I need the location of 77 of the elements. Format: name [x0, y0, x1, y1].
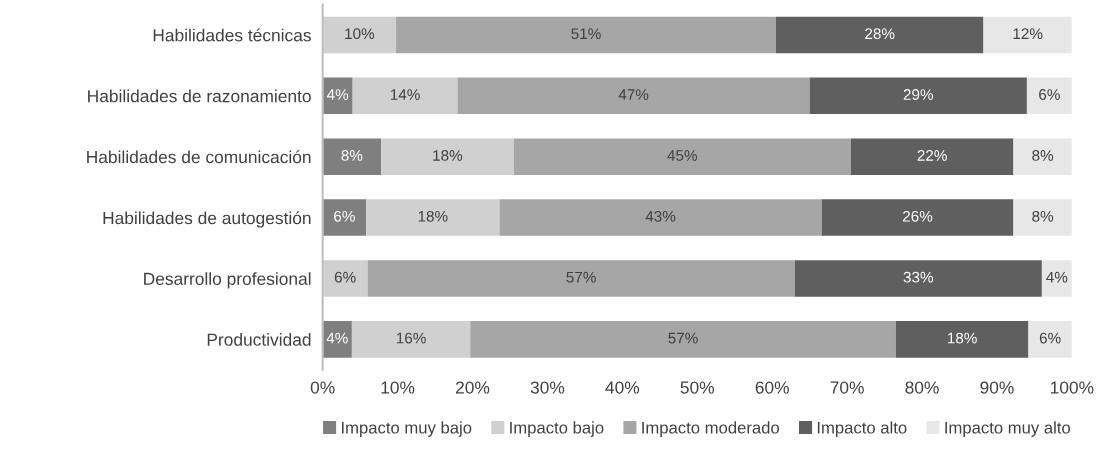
- x-tick-label: 20%: [456, 381, 490, 394]
- data-label: 45%: [667, 150, 698, 161]
- data-label: 28%: [865, 28, 895, 40]
- x-tick-label: 50%: [680, 381, 715, 394]
- data-label: 16%: [396, 332, 426, 344]
- data-label: 6%: [1039, 89, 1060, 100]
- data-label: 22%: [917, 150, 947, 161]
- bar: [396, 16, 776, 54]
- data-label: 26%: [903, 210, 933, 222]
- bar: [322, 199, 367, 236]
- bar: [470, 321, 896, 358]
- data-label: 10%: [345, 28, 375, 40]
- bar: [457, 77, 810, 115]
- data-label: 57%: [566, 271, 596, 283]
- data-label: 51%: [571, 28, 601, 40]
- bar: [794, 260, 1042, 297]
- data-label: 57%: [668, 332, 698, 344]
- bar: [1028, 321, 1072, 358]
- bar: [809, 77, 1027, 115]
- bar: [322, 321, 352, 358]
- bar: [367, 260, 795, 297]
- bar: [499, 199, 822, 236]
- bar: [1041, 260, 1072, 297]
- x-tick-label: 0%: [310, 381, 335, 394]
- data-label: 43%: [645, 210, 676, 222]
- data-label: 33%: [903, 271, 934, 283]
- bar: [322, 260, 368, 297]
- data-label: 18%: [433, 150, 463, 161]
- x-tick-label: 90%: [980, 381, 1014, 394]
- bar: [513, 138, 851, 175]
- y-tick-label: Habilidades técnicas: [153, 28, 311, 42]
- y-tick-label: Habilidades de razonamiento: [88, 89, 311, 103]
- bar: [322, 138, 382, 175]
- data-label: 4%: [326, 332, 348, 344]
- x-tick-label: 30%: [530, 381, 565, 394]
- legend-label: Impacto muy bajo: [342, 421, 472, 437]
- data-label: 8%: [1032, 150, 1054, 161]
- data-label: 4%: [1046, 271, 1068, 283]
- bar: [352, 77, 458, 115]
- data-label: 4%: [326, 89, 349, 100]
- data-label: 18%: [418, 210, 448, 222]
- x-tick-label: 60%: [755, 381, 789, 394]
- bar: [1013, 199, 1072, 236]
- data-label: 12%: [1013, 28, 1043, 39]
- bar: [351, 321, 471, 358]
- bar: [775, 16, 984, 54]
- legend-label: Impacto muy alto: [945, 421, 1071, 437]
- x-tick-label: 70%: [830, 381, 864, 394]
- bar: [366, 199, 500, 236]
- bar: [850, 138, 1014, 175]
- data-label: 6%: [334, 210, 355, 222]
- data-label: 18%: [947, 332, 977, 344]
- x-tick-label: 100%: [1050, 381, 1094, 394]
- x-tick-label: 40%: [605, 381, 640, 394]
- bar: [381, 138, 514, 175]
- y-tick-label: Habilidades de autogestión: [103, 211, 311, 228]
- data-label: 14%: [390, 89, 420, 100]
- data-label: 8%: [1032, 210, 1054, 222]
- bar: [895, 321, 1029, 358]
- data-label: 29%: [903, 89, 934, 100]
- y-tick-label: Habilidades de comunicación: [87, 150, 311, 164]
- data-label: 6%: [1039, 332, 1061, 344]
- legend-label: Impacto alto: [817, 421, 907, 437]
- bar: [1013, 138, 1072, 175]
- x-tick-label: 80%: [905, 381, 939, 394]
- legend-label: Impacto moderado: [642, 421, 780, 437]
- legend-label: Impacto bajo: [510, 421, 604, 437]
- data-label: 8%: [341, 150, 363, 161]
- data-label: 6%: [334, 271, 356, 283]
- data-label: 47%: [618, 89, 649, 100]
- bar: [322, 16, 397, 54]
- bar: [1026, 77, 1072, 115]
- bar: [983, 16, 1072, 54]
- bar: [821, 199, 1014, 236]
- y-tick-label: Productividad: [207, 333, 311, 346]
- y-tick-label: Desarrollo profesional: [144, 272, 311, 289]
- x-tick-label: 10%: [381, 381, 415, 394]
